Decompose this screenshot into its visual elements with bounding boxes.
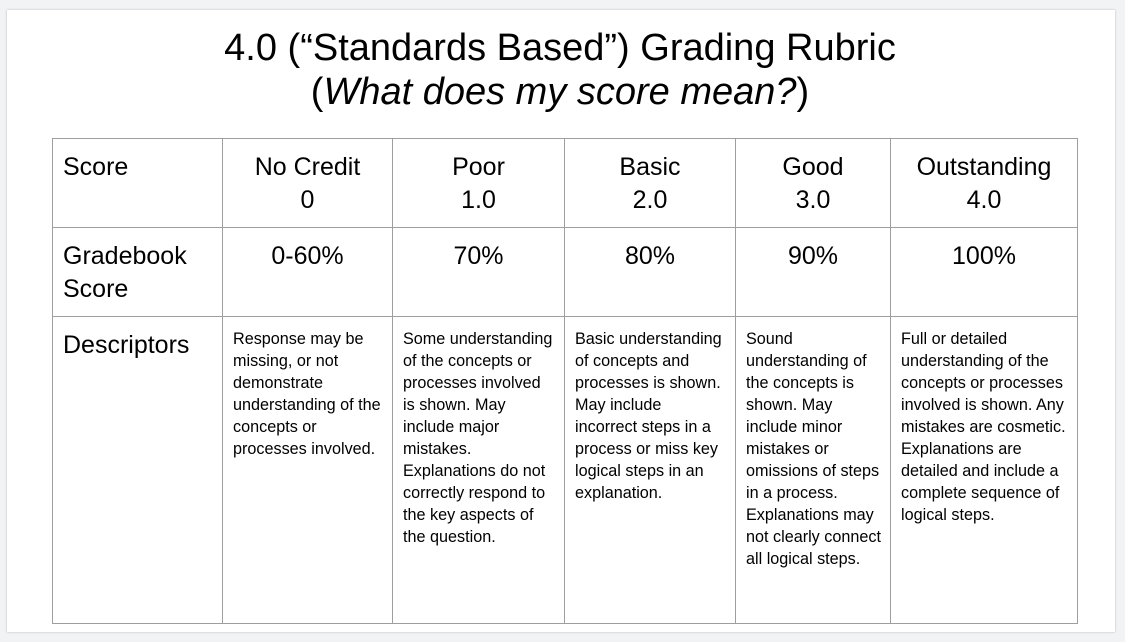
column-header: Outstanding 4.0	[890, 138, 1078, 228]
slide-title: 4.0 (“Standards Based”) Grading Rubric (…	[0, 26, 1120, 114]
gradebook-cell: 0-60%	[222, 227, 393, 317]
level-name: Good	[782, 153, 844, 181]
column-header: Basic 2.0	[564, 138, 736, 228]
title-line-1: 4.0 (“Standards Based”) Grading Rubric	[224, 27, 896, 69]
row-label-descriptors: Descriptors	[52, 316, 223, 624]
descriptor-cell: Some understanding of the concepts or pr…	[392, 316, 565, 624]
level-score: 1.0	[461, 186, 496, 214]
level-score: 4.0	[966, 186, 1002, 214]
row-label-gradebook: Gradebook Score	[52, 227, 223, 317]
column-header: Good 3.0	[735, 138, 891, 228]
gradebook-cell: 70%	[392, 227, 565, 317]
paren-close: )	[796, 71, 810, 113]
level-score: 0	[300, 186, 315, 214]
level-name: Basic	[619, 153, 681, 181]
level-score: 3.0	[795, 186, 831, 214]
title-line-2: (What does my score mean?)	[0, 70, 1120, 114]
level-name: Poor	[452, 153, 505, 181]
level-name: No Credit	[254, 153, 361, 181]
descriptor-cell: Sound understanding of the concepts is s…	[735, 316, 891, 624]
column-header: No Credit 0	[222, 138, 393, 228]
paren-open: (	[310, 71, 324, 113]
gradebook-cell: 90%	[735, 227, 891, 317]
descriptor-cell: Basic understanding of concepts and proc…	[564, 316, 736, 624]
descriptor-cell: Full or detailed understanding of the co…	[890, 316, 1078, 624]
score-row: Score No Credit 0 Poor 1.0 Basic 2.0 Good 3.…	[52, 138, 1078, 228]
rubric-table: Score No Credit 0 Poor 1.0 Basic 2.0 Good 3.…	[52, 138, 1078, 624]
level-name: Outstanding	[916, 153, 1052, 181]
gradebook-cell: 80%	[564, 227, 736, 317]
row-label-score: Score	[52, 138, 223, 228]
descriptor-cell: Response may be missing, or not demonstr…	[222, 316, 393, 624]
subtitle-italic: What does my score mean?	[323, 71, 797, 113]
column-header: Poor 1.0	[392, 138, 565, 228]
level-score: 2.0	[632, 186, 668, 214]
descriptors-row: Descriptors Response may be missing, or …	[52, 316, 1078, 624]
gradebook-row: Gradebook Score 0-60% 70% 80% 90% 100%	[52, 227, 1078, 317]
gradebook-cell: 100%	[890, 227, 1078, 317]
